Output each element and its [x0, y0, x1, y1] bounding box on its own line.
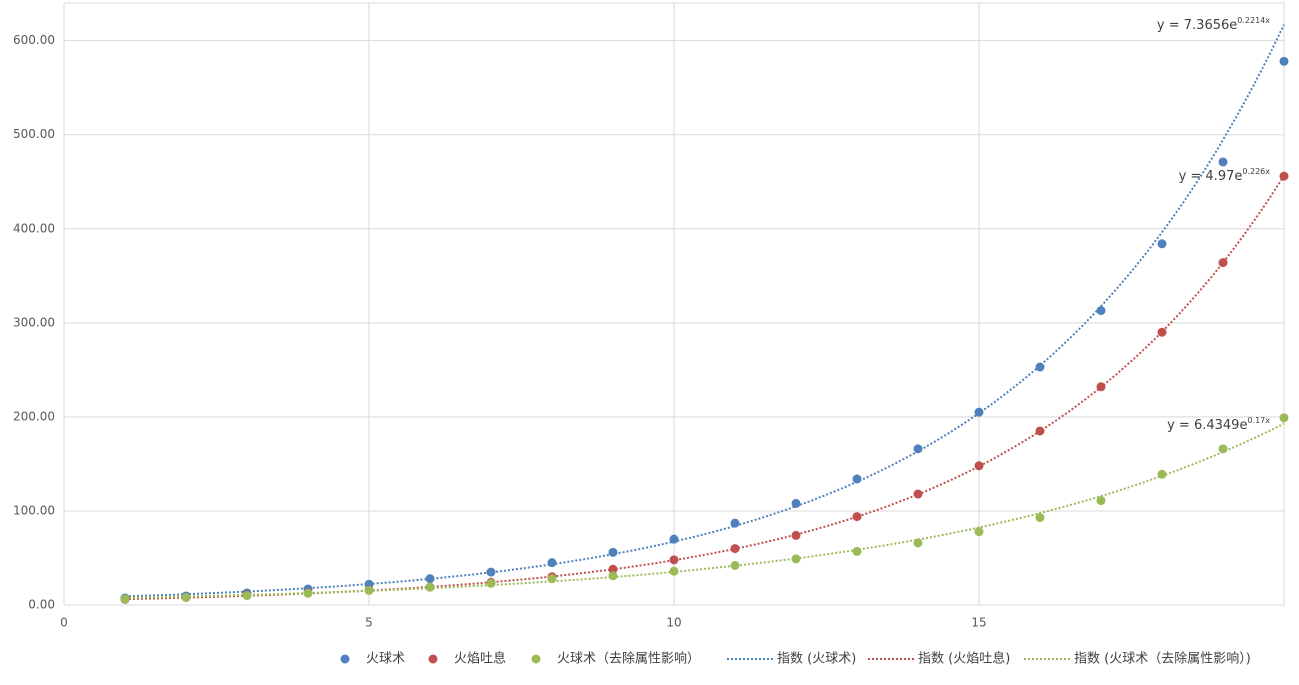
trend-equation: y = 4.97e0.226x	[1179, 167, 1271, 184]
legend-label: 火球术（去除属性影响）	[557, 651, 700, 667]
trendline	[124, 422, 1285, 599]
data-point	[425, 582, 435, 592]
data-point	[486, 578, 496, 588]
legend-label: 火焰吐息	[454, 651, 506, 667]
data-point	[1218, 258, 1228, 268]
data-point	[974, 461, 984, 471]
data-point	[1096, 306, 1106, 316]
y-tick-label: 300.00	[13, 315, 55, 329]
data-point	[425, 574, 435, 584]
legend-label: 指数 (火焰吐息)	[918, 651, 1010, 667]
data-point	[608, 564, 618, 574]
y-tick-label: 500.00	[13, 127, 55, 141]
data-point	[669, 566, 679, 576]
data-point	[364, 585, 374, 595]
data-point	[1279, 171, 1289, 181]
data-point	[181, 592, 191, 602]
equation-text: y = 4.97e	[1179, 169, 1243, 184]
equation-text: y = 7.3656e	[1157, 18, 1237, 33]
y-tick-label: 400.00	[13, 221, 55, 235]
data-point	[1218, 157, 1228, 167]
y-tick-label: 600.00	[13, 33, 55, 47]
y-tick-label: 200.00	[13, 409, 55, 423]
equation-text: y = 6.4349e	[1167, 418, 1247, 433]
data-point	[852, 512, 862, 522]
data-point	[1035, 362, 1045, 372]
data-point	[669, 534, 679, 544]
data-point	[486, 567, 496, 577]
equation-exponent: 0.17x	[1247, 416, 1270, 425]
data-point	[669, 555, 679, 565]
x-tick-label: 0	[60, 616, 68, 630]
data-point	[1279, 413, 1289, 423]
data-point	[730, 518, 740, 528]
x-tick-label: 10	[666, 616, 681, 630]
data-point	[242, 591, 252, 601]
data-point	[913, 444, 923, 454]
data-point	[1157, 239, 1167, 249]
data-point	[608, 547, 618, 557]
x-tick-label: 5	[365, 616, 373, 630]
data-point	[730, 544, 740, 554]
legend-label: 指数 (火球术)	[777, 652, 856, 667]
data-point	[730, 560, 740, 570]
equation-exponent: 0.2214x	[1237, 16, 1270, 25]
legend-label: 火球术	[366, 652, 405, 667]
data-point	[1035, 513, 1045, 523]
data-point	[1035, 426, 1045, 436]
legend-marker	[531, 654, 541, 664]
trend-equation: y = 6.4349e0.17x	[1167, 416, 1270, 433]
trendline	[124, 175, 1285, 601]
data-point	[974, 527, 984, 537]
data-point	[974, 407, 984, 417]
data-point	[791, 498, 801, 508]
data-point	[1279, 56, 1289, 66]
data-point	[913, 538, 923, 548]
data-point	[852, 546, 862, 556]
data-point	[547, 574, 557, 584]
data-point	[120, 594, 130, 604]
data-point	[547, 558, 557, 568]
data-point	[791, 530, 801, 540]
data-point	[1096, 382, 1106, 392]
y-tick-label: 100.00	[13, 503, 55, 517]
data-point	[852, 474, 862, 484]
data-point	[608, 571, 618, 581]
x-tick-label: 15	[971, 616, 986, 630]
trend-equation: y = 7.3656e0.2214x	[1157, 16, 1270, 33]
y-tick-label: 0.00	[28, 598, 55, 612]
data-point	[1157, 469, 1167, 479]
legend-label: 指数 (火球术（去除属性影响）)	[1074, 651, 1251, 667]
data-point	[303, 588, 313, 598]
data-point	[1157, 327, 1167, 337]
legend-marker	[428, 654, 438, 664]
data-point	[791, 554, 801, 564]
data-point	[1218, 444, 1228, 454]
data-point	[1096, 496, 1106, 506]
trendline	[124, 24, 1285, 598]
data-point	[913, 489, 923, 499]
equation-exponent: 0.226x	[1242, 167, 1270, 176]
legend-marker	[340, 654, 350, 664]
